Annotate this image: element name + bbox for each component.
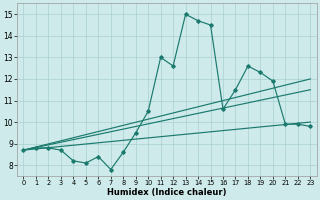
X-axis label: Humidex (Indice chaleur): Humidex (Indice chaleur) bbox=[107, 188, 227, 197]
